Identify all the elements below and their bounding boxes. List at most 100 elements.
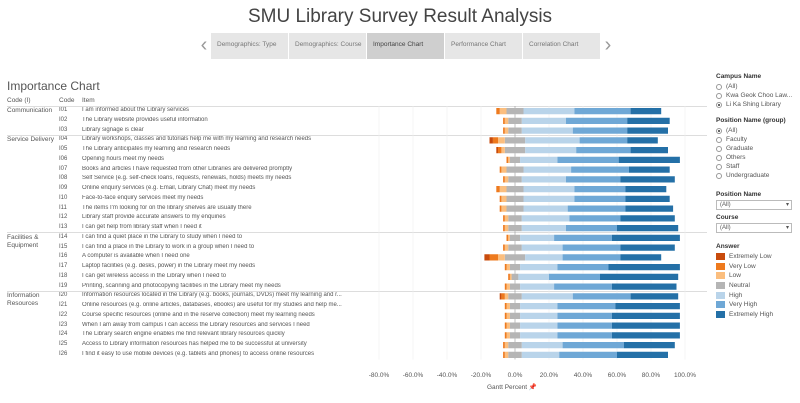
bar-segment-very-low <box>496 108 500 115</box>
row-item: Online resources (e.g. online articles, … <box>82 302 342 308</box>
bar-segment-neutral <box>509 332 521 339</box>
row-item: I can get wireless access in the Library… <box>82 272 227 279</box>
bar-segment-very-low <box>503 342 505 349</box>
tab-demographics-course[interactable]: Demographics: Course <box>289 33 367 59</box>
campus-option[interactable]: (All) <box>716 82 792 91</box>
tab-demographics-type[interactable]: Demographics: Type <box>211 33 289 59</box>
tab-performance-chart[interactable]: Performance Chart <box>445 33 523 59</box>
bar-segment-low <box>501 195 507 202</box>
bar-segment-low <box>506 303 510 310</box>
bar-segment-extremely-high <box>628 166 670 173</box>
bar-segment-neutral <box>509 283 521 290</box>
bar-segment-extremely-low <box>489 137 493 144</box>
legend-swatch <box>716 291 725 299</box>
legend-item[interactable]: Very High <box>716 300 773 310</box>
bar-segment-high <box>523 166 572 173</box>
bar-segment-high <box>520 283 555 290</box>
bar-segment-low <box>504 127 509 134</box>
bar-segment-very-high <box>566 225 617 232</box>
radio-icon <box>716 92 722 99</box>
position-group-option[interactable]: Staff <box>716 162 786 171</box>
bar-segment-extremely-high <box>611 322 680 329</box>
legend-item[interactable]: Neutral <box>716 281 773 291</box>
legend-swatch <box>716 253 725 261</box>
category-label: Information Resources <box>7 292 40 308</box>
campus-option[interactable]: Kwa Geok Choo Law... <box>716 91 792 100</box>
bar-segment-very-high <box>576 147 631 154</box>
chevron-left-icon[interactable]: ‹ <box>200 34 208 56</box>
tab-importance-chart[interactable]: Importance Chart <box>367 33 445 59</box>
bar-segment-high <box>521 351 560 358</box>
bar-segment-extremely-low <box>496 147 498 154</box>
radio-icon <box>716 127 722 134</box>
bar-segment-very-high <box>557 322 612 329</box>
bar-segment-low <box>508 234 510 241</box>
row-code: I20 <box>59 292 68 299</box>
position-filter-title: Position Name <box>716 191 762 198</box>
bar-segment-extremely-high <box>600 273 679 280</box>
bar-segment-very-high <box>562 254 621 261</box>
row-item: A computer is available when I need one <box>82 253 190 260</box>
bar-segment-very-low <box>501 293 505 300</box>
row-code: I17 <box>59 263 68 269</box>
row-code: I03 <box>59 126 68 133</box>
bar-segment-very-low <box>503 176 505 183</box>
bar-segment-very-high <box>574 195 626 202</box>
legend-item[interactable]: High <box>716 290 773 300</box>
row-item: Course specific resources (online and in… <box>82 311 315 318</box>
legend-item[interactable]: Extremely Low <box>716 252 773 262</box>
legend-item[interactable]: Low <box>716 271 773 281</box>
campus-filter-title: Campus Name <box>716 73 762 80</box>
bar-segment-high <box>525 147 577 154</box>
position-dropdown[interactable]: (All) ▾ <box>716 200 792 210</box>
bar-segment-high <box>521 117 566 124</box>
bar-segment-very-low <box>503 127 505 134</box>
bar-segment-low <box>506 264 510 271</box>
bar-segment-extremely-high <box>625 205 674 212</box>
bar-segment-high <box>525 254 563 261</box>
row-code: I22 <box>59 311 68 318</box>
bar-segment-high <box>520 234 555 241</box>
row-code: I26 <box>59 350 68 357</box>
row-item: When I am away from campus I can access … <box>82 321 310 328</box>
bar-segment-low <box>506 332 510 339</box>
bar-segment-very-high <box>571 166 629 173</box>
bar-segment-very-low <box>499 195 502 202</box>
bar-segment-neutral <box>509 156 521 163</box>
category-label: Service Delivery <box>7 136 54 144</box>
campus-filter: Campus Name (All) Kwa Geok Choo Law... Li … <box>716 73 792 109</box>
radio-icon <box>716 172 722 179</box>
bar-segment-very-low <box>492 137 498 144</box>
chevron-right-icon[interactable]: › <box>604 34 612 56</box>
row-code: I14 <box>59 233 68 240</box>
bar-segment-very-low <box>504 264 507 271</box>
bar-segment-neutral <box>509 312 521 319</box>
bar-segment-very-high <box>574 186 626 193</box>
legend-item[interactable]: Very Low <box>716 262 773 272</box>
bar-segment-very-low <box>503 117 505 124</box>
bar-segment-high <box>523 108 575 115</box>
bar-segment-very-low <box>503 351 505 358</box>
row-item: I find it easy to use mobile devices (e.… <box>82 350 315 357</box>
position-group-option[interactable]: Others <box>716 153 786 162</box>
position-group-option[interactable]: Graduate <box>716 144 786 153</box>
position-group-filter-title: Position Name (group) <box>716 117 786 124</box>
row-code: I15 <box>59 243 68 250</box>
row-item: The Library anticipates my learning and … <box>82 146 231 152</box>
bar-segment-low <box>498 254 505 261</box>
bar-segment-very-low <box>496 186 500 193</box>
position-group-option[interactable]: Faculty <box>716 135 786 144</box>
legend-item[interactable]: Extremely High <box>716 310 773 320</box>
row-item: Library staff provide accurate answers t… <box>82 214 226 221</box>
bar-segment-low <box>504 342 509 349</box>
position-group-option[interactable]: Undergraduate <box>716 171 786 180</box>
campus-option[interactable]: Li Ka Shing Library <box>716 100 792 109</box>
position-group-option[interactable]: (All) <box>716 126 786 135</box>
tab-correlation-chart[interactable]: Correlation Chart <box>523 33 601 59</box>
course-dropdown[interactable]: (All) ▾ <box>716 223 792 233</box>
bar-segment-very-high <box>559 351 617 358</box>
bar-segment-low <box>501 147 505 154</box>
bar-segment-high <box>523 186 575 193</box>
bar-segment-low <box>499 108 507 115</box>
row-code: I19 <box>59 282 68 289</box>
